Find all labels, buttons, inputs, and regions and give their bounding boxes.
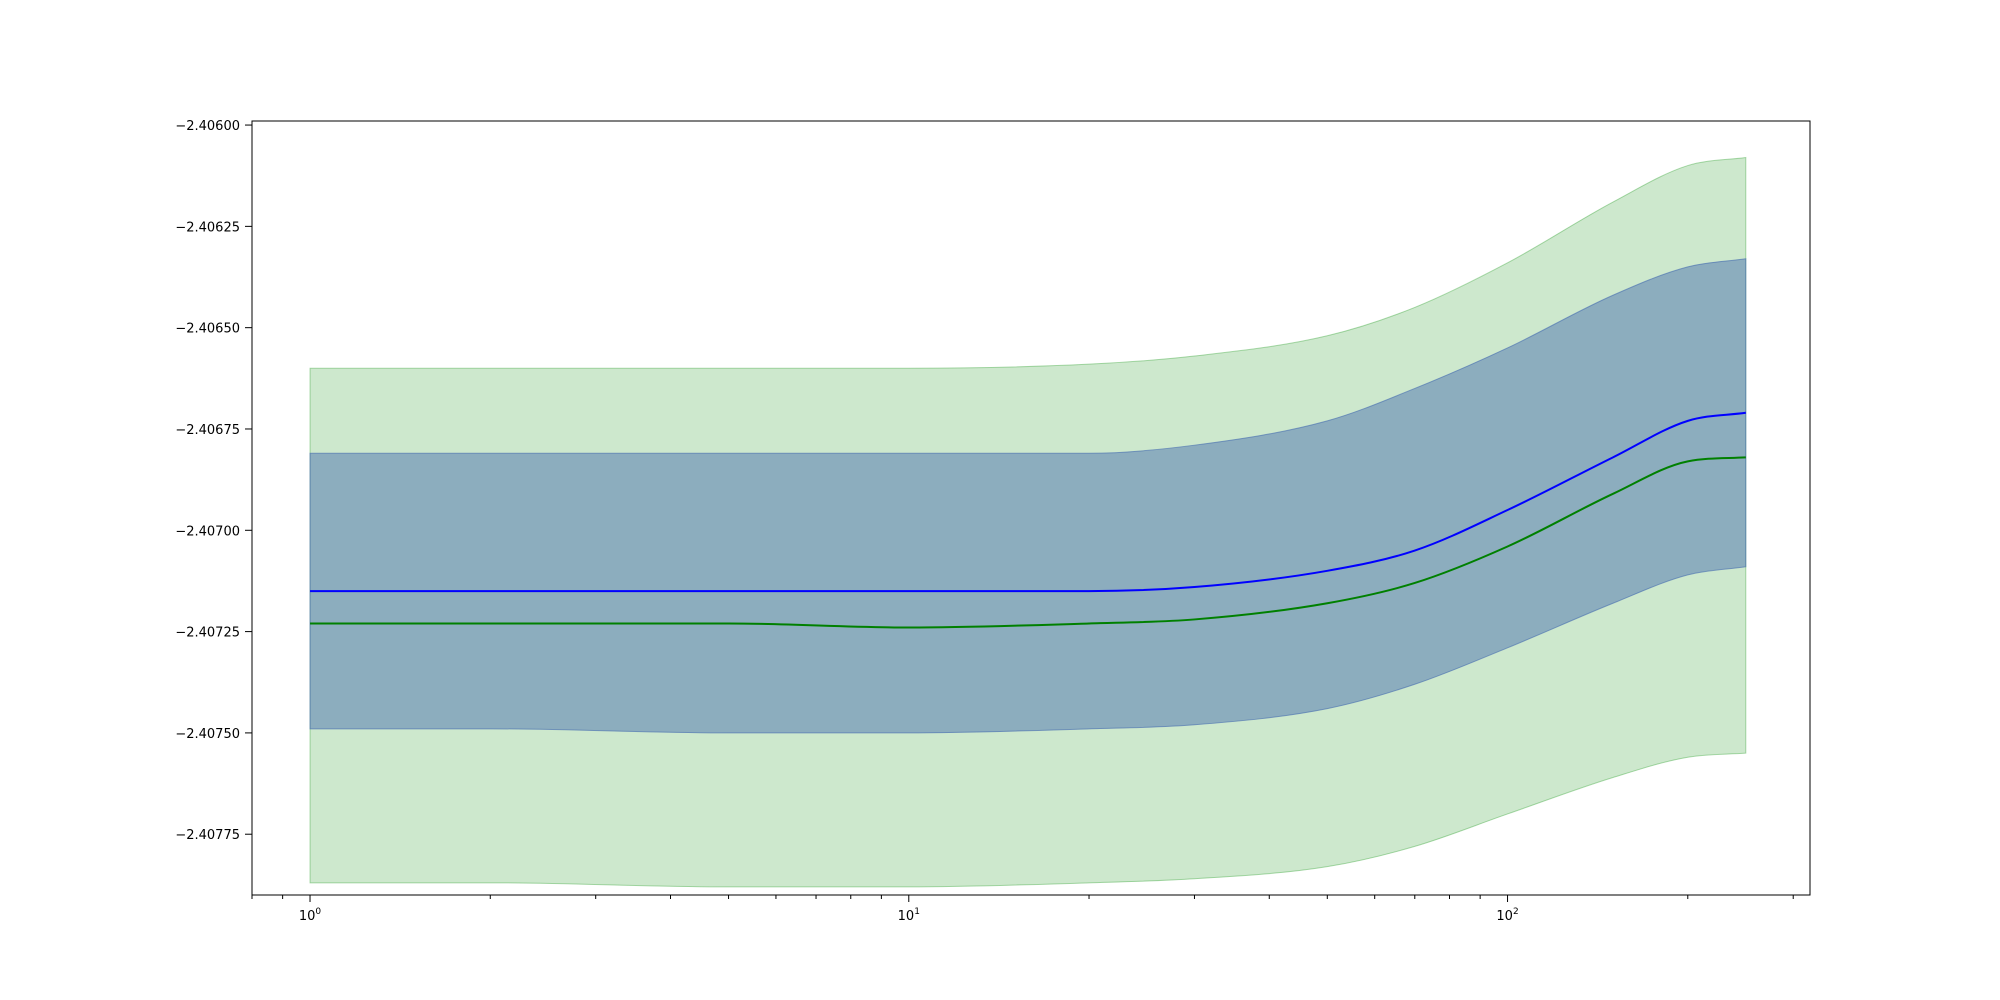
y-tick-label: −2.40600	[175, 119, 240, 134]
x-tick-label: 101	[898, 907, 920, 924]
series-line-2	[310, 456, 1746, 629]
series-lines	[310, 411, 1746, 629]
y-tick-label: −2.40750	[175, 727, 240, 742]
x-tick-label: 102	[1496, 907, 1518, 924]
y-axis: −2.40600 −2.40625 −2.40650 −2.40675 −2.40700…	[175, 119, 252, 843]
y-tick-label: −2.40725	[175, 626, 240, 641]
x-axis: 100 101 102	[251, 895, 1794, 924]
y-tick-label: −2.40775	[175, 828, 240, 843]
x-tick-label: 100	[299, 907, 322, 924]
y-tick-label: −2.40650	[175, 322, 240, 337]
plot-frame	[251, 120, 1811, 896]
series-line-1	[310, 411, 1746, 593]
confidence-bands	[309, 156, 1747, 888]
y-tick-label: −2.40675	[175, 423, 240, 438]
y-tick-label: −2.40625	[175, 220, 240, 235]
y-tick-label: −2.40700	[175, 524, 240, 539]
